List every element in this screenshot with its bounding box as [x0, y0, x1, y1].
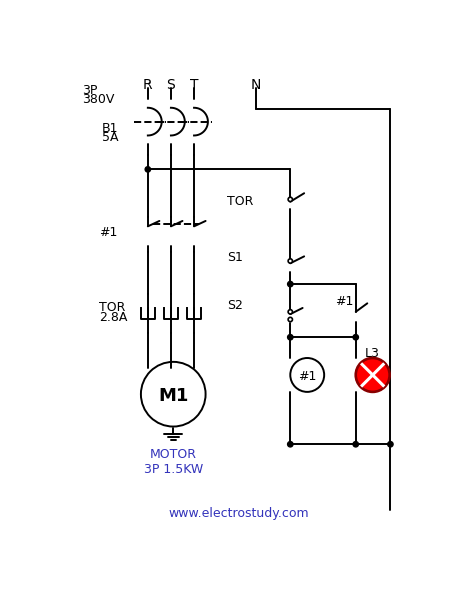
- Text: M1: M1: [158, 386, 188, 405]
- Text: B1: B1: [102, 122, 118, 135]
- Text: 3P: 3P: [82, 84, 98, 97]
- Circle shape: [288, 317, 292, 322]
- Text: T: T: [190, 78, 198, 91]
- Text: #1: #1: [298, 370, 316, 383]
- Text: TOR: TOR: [100, 301, 126, 314]
- Text: 5A: 5A: [102, 132, 118, 145]
- Text: MOTOR
3P 1.5KW: MOTOR 3P 1.5KW: [144, 448, 203, 476]
- Circle shape: [287, 335, 293, 340]
- Text: www.electrostudy.com: www.electrostudy.com: [168, 507, 309, 520]
- Circle shape: [388, 441, 393, 447]
- Text: 380V: 380V: [82, 93, 115, 106]
- Circle shape: [353, 441, 359, 447]
- Text: S1: S1: [227, 251, 243, 264]
- Circle shape: [288, 310, 292, 314]
- Text: #1: #1: [100, 226, 118, 239]
- Circle shape: [353, 335, 359, 340]
- Text: N: N: [251, 78, 261, 91]
- Circle shape: [145, 166, 151, 172]
- Circle shape: [288, 259, 292, 263]
- Text: 2.8A: 2.8A: [100, 311, 128, 324]
- Text: S: S: [166, 78, 175, 91]
- Text: #1: #1: [335, 296, 353, 309]
- Text: R: R: [143, 78, 153, 91]
- Text: TOR: TOR: [227, 195, 253, 208]
- Circle shape: [287, 281, 293, 287]
- Circle shape: [287, 441, 293, 447]
- Circle shape: [288, 197, 292, 202]
- Circle shape: [356, 358, 390, 392]
- Text: S2: S2: [227, 299, 243, 312]
- Text: L3: L3: [365, 347, 380, 360]
